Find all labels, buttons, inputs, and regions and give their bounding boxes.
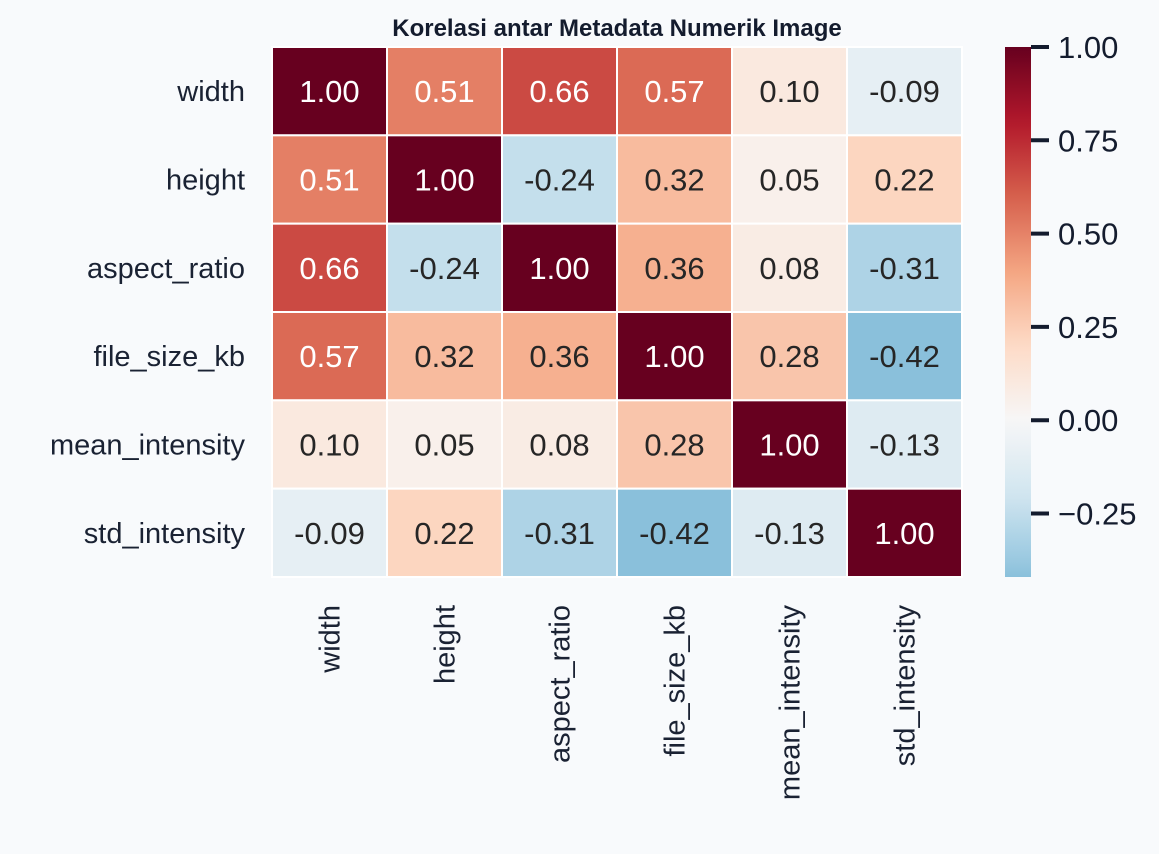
heatmap-cell [846, 222, 963, 314]
cell-annotation: 1.00 [874, 516, 934, 551]
cell-annotation: 0.51 [299, 163, 359, 198]
cell-annotation: 0.57 [644, 74, 704, 109]
heatmap-cell [731, 222, 848, 314]
heatmap-cell [846, 46, 963, 137]
heatmap-cell [501, 311, 618, 402]
colorbar-tick-label: 0.50 [1058, 217, 1118, 252]
heatmap-cell [616, 134, 733, 225]
cell-annotation: 1.00 [759, 428, 819, 463]
col-label: aspect_ratio [545, 605, 577, 763]
col-label: height [430, 605, 462, 684]
heatmap-cell [846, 487, 963, 578]
heatmap-cell [386, 311, 503, 402]
cell-annotation: 0.22 [874, 163, 934, 198]
heatmap-cell [731, 311, 848, 402]
heatmap-cell [846, 399, 963, 490]
row-label: width [176, 76, 245, 108]
cell-annotation: 0.28 [644, 428, 704, 463]
heatmap-cell [386, 134, 503, 225]
cell-annotation: -0.42 [869, 339, 940, 374]
cell-annotation: 0.10 [299, 428, 359, 463]
cell-annotation: 0.51 [414, 74, 474, 109]
cell-annotation: 0.10 [759, 74, 819, 109]
col-label: width [315, 605, 347, 674]
heatmap-cell [616, 487, 733, 578]
cell-annotation: 0.28 [759, 339, 819, 374]
heatmap-cell [616, 222, 733, 314]
cell-annotation: 0.08 [529, 428, 589, 463]
cell-annotation: -0.42 [639, 516, 710, 551]
chart-title: Korelasi antar Metadata Numerik Image [392, 15, 842, 42]
cell-annotation: 1.00 [529, 251, 589, 286]
colorbar-tick-label: 0.25 [1058, 310, 1118, 345]
cell-annotation: 0.36 [529, 339, 589, 374]
cell-annotation: -0.13 [754, 516, 825, 551]
colorbar-tick-label: 1.00 [1058, 30, 1118, 65]
heatmap-cell [731, 487, 848, 578]
heatmap-cell [616, 311, 733, 402]
row-label: file_size_kb [93, 341, 245, 373]
col-label: file_size_kb [660, 605, 692, 757]
cell-annotation: -0.24 [524, 163, 595, 198]
cell-annotation: 0.22 [414, 516, 474, 551]
cell-annotation: 0.57 [299, 339, 359, 374]
colorbar-tick-label: 0.75 [1058, 123, 1118, 158]
cell-annotation: 1.00 [299, 74, 359, 109]
heatmap-cell [846, 134, 963, 225]
heatmap-cell [271, 311, 388, 402]
row-label: aspect_ratio [87, 253, 245, 285]
heatmap-cell [616, 399, 733, 490]
heatmap-cell [501, 46, 618, 137]
colorbar-tick-label: 0.00 [1058, 403, 1118, 438]
cell-annotation: 0.32 [414, 339, 474, 374]
cell-annotation: -0.13 [869, 428, 940, 463]
heatmap-cell [846, 311, 963, 402]
cell-annotation: -0.09 [869, 74, 940, 109]
row-label: std_intensity [84, 518, 246, 550]
cell-annotation: 0.66 [299, 251, 359, 286]
cell-annotation: -0.24 [409, 251, 480, 286]
heatmap-cell [386, 46, 503, 137]
heatmap-cell [731, 399, 848, 490]
col-label: std_intensity [890, 605, 922, 767]
cell-annotation: -0.31 [869, 251, 940, 286]
row-label: height [166, 165, 245, 197]
cell-annotation: -0.09 [294, 516, 365, 551]
heatmap-cell [501, 399, 618, 490]
heatmap-cell [271, 46, 388, 137]
colorbar-tick-label: −0.25 [1058, 497, 1136, 532]
cell-annotation: -0.31 [524, 516, 595, 551]
heatmap-cell [386, 222, 503, 314]
colorbar [1005, 47, 1031, 577]
cell-annotation: 0.08 [759, 251, 819, 286]
cell-annotation: 0.05 [414, 428, 474, 463]
cell-annotation: 0.05 [759, 163, 819, 198]
cell-annotation: 0.66 [529, 74, 589, 109]
cell-annotation: 0.32 [644, 163, 704, 198]
row-label: mean_intensity [50, 430, 246, 462]
heatmap-cell [271, 487, 388, 578]
cell-annotation: 1.00 [644, 339, 704, 374]
col-label: mean_intensity [775, 605, 807, 801]
cell-annotation: 1.00 [414, 163, 474, 198]
cell-annotation: 0.36 [644, 251, 704, 286]
